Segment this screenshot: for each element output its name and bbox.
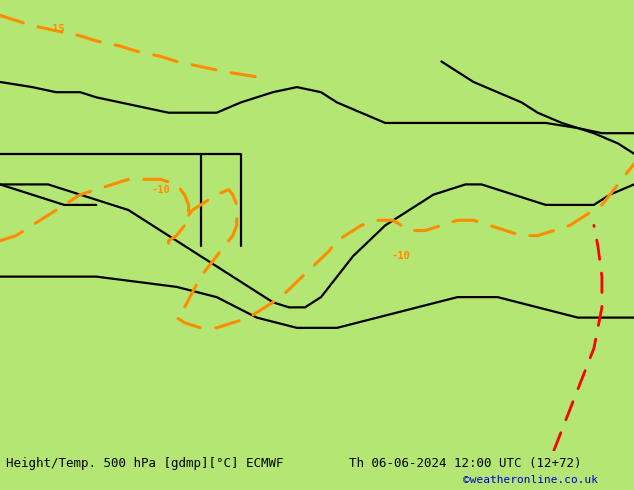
Text: Height/Temp. 500 hPa [gdmp][°C] ECMWF: Height/Temp. 500 hPa [gdmp][°C] ECMWF: [6, 457, 284, 469]
Text: -10: -10: [151, 185, 170, 195]
Text: ©weatheronline.co.uk: ©weatheronline.co.uk: [463, 475, 598, 485]
Text: Th 06-06-2024 12:00 UTC (12+72): Th 06-06-2024 12:00 UTC (12+72): [349, 457, 581, 469]
Text: -10: -10: [392, 251, 411, 261]
Text: -15: -15: [47, 24, 65, 34]
